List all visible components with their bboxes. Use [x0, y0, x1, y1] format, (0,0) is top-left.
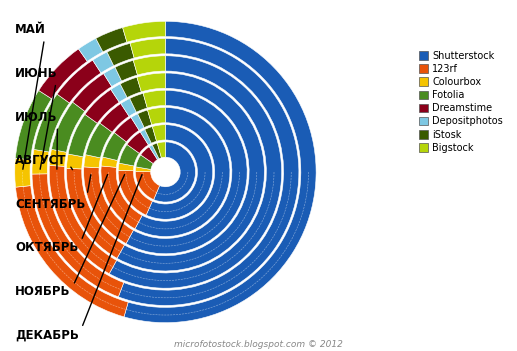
Bar	[101, 157, 117, 167]
Bar	[68, 114, 97, 157]
Text: microfotostock.blogspot.com © 2012: microfotostock.blogspot.com © 2012	[174, 340, 343, 349]
Text: АВГУСТ: АВГУСТ	[15, 154, 72, 170]
Bar	[124, 21, 316, 323]
Bar	[39, 49, 87, 99]
Bar	[93, 52, 114, 73]
Bar	[141, 147, 158, 164]
Text: НОЯБРЬ: НОЯБРЬ	[15, 174, 125, 298]
Bar	[130, 39, 165, 58]
Bar	[140, 130, 151, 145]
Bar	[52, 102, 85, 152]
Bar	[143, 90, 165, 108]
Bar	[118, 39, 299, 305]
Bar	[138, 110, 152, 127]
Bar	[147, 107, 165, 125]
Bar	[120, 77, 141, 98]
Bar	[153, 143, 161, 159]
Bar	[111, 84, 127, 102]
Bar	[127, 132, 148, 153]
Legend: Shutterstock, 123rf, Colourbox, Fotolia, Dreamstime, Depositphotos, iStosk, Bigs: Shutterstock, 123rf, Colourbox, Fotolia,…	[415, 47, 507, 157]
Bar	[121, 99, 136, 116]
Bar	[135, 172, 160, 200]
Bar	[16, 186, 128, 317]
Bar	[133, 56, 165, 75]
Bar	[103, 67, 121, 87]
Bar	[118, 163, 134, 171]
Bar	[100, 104, 129, 132]
Bar	[107, 43, 134, 66]
Bar	[109, 56, 282, 288]
Bar	[32, 174, 124, 297]
Bar	[85, 123, 112, 158]
Bar	[126, 90, 247, 254]
Bar	[146, 125, 212, 219]
Text: СЕНТЯБРЬ: СЕНТЯБРЬ	[15, 175, 91, 211]
Bar	[135, 167, 151, 172]
Bar	[136, 155, 154, 170]
Bar	[103, 133, 127, 160]
Bar	[32, 150, 49, 174]
Bar	[137, 73, 165, 92]
Bar	[114, 118, 139, 142]
Bar	[157, 142, 165, 158]
Bar	[16, 91, 52, 160]
Bar	[72, 74, 112, 111]
Bar	[67, 168, 125, 258]
Bar	[15, 158, 31, 187]
Bar	[50, 149, 67, 166]
Text: ИЮНЬ: ИЮНЬ	[15, 67, 57, 169]
Bar	[153, 125, 165, 141]
Polygon shape	[152, 158, 179, 186]
Bar	[101, 166, 142, 229]
Text: ИЮЛЬ: ИЮЛЬ	[15, 111, 57, 169]
Bar	[149, 145, 159, 160]
Bar	[34, 94, 69, 152]
Bar	[84, 167, 133, 244]
Bar	[84, 155, 100, 168]
Bar	[130, 93, 147, 112]
Bar	[118, 170, 153, 215]
Text: МАЙ: МАЙ	[15, 24, 46, 169]
Bar	[79, 38, 103, 61]
Bar	[57, 60, 101, 103]
Bar	[67, 154, 83, 169]
Text: ОКТЯБРЬ: ОКТЯБРЬ	[15, 174, 108, 254]
Bar	[49, 165, 117, 274]
Bar	[115, 60, 138, 81]
Bar	[117, 73, 264, 271]
Bar	[85, 90, 119, 123]
Bar	[96, 27, 127, 52]
Bar	[119, 145, 140, 166]
Text: ДЕКАБРЬ: ДЕКАБРЬ	[15, 174, 142, 342]
Bar	[131, 114, 144, 130]
Bar	[135, 107, 230, 237]
Bar	[145, 127, 157, 143]
Bar	[123, 21, 165, 42]
Bar	[154, 142, 195, 202]
